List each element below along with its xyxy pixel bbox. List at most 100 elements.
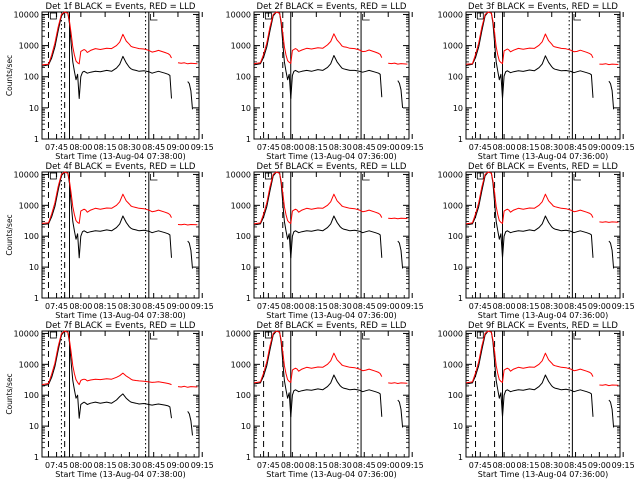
y-tick-label: 1 [246, 453, 251, 462]
series-line-events [187, 81, 193, 110]
y-tick-label: 1 [246, 294, 251, 303]
x-tick-label: 09:00 [166, 143, 189, 152]
series-line-events [187, 240, 193, 269]
x-tick-label: 08:15 [516, 143, 539, 152]
x-tick-label: 08:45 [564, 461, 587, 470]
x-tick-label: 07:45 [469, 461, 492, 470]
y-tick-label: 100 [448, 232, 463, 241]
panel-4: 1 10 100 1000 10000 07:45 08:00 08:15 08:30 08:45… [5, 162, 214, 320]
x-tick-label: 07:45 [45, 461, 68, 470]
x-tick-label: 08:30 [540, 302, 563, 311]
y-tick-label: 10 [453, 422, 463, 431]
x-tick-label: 07:45 [45, 143, 68, 152]
series-line-lld [253, 11, 383, 65]
series-line-events [397, 80, 404, 108]
series-line-lld [177, 385, 198, 388]
y-tick-label: 1 [34, 453, 39, 462]
x-tick-label: 08:15 [305, 143, 328, 152]
plot-frame [465, 330, 621, 458]
plot-frame [465, 11, 621, 140]
y-tick-label: 10000 [226, 329, 251, 338]
y-tick-label: 10 [453, 263, 463, 272]
x-tick-label: 09:00 [588, 143, 611, 152]
box-marker [150, 333, 158, 340]
series-line-lld [177, 62, 198, 65]
y-tick-label: 10000 [438, 170, 463, 179]
y-tick-label: 100 [24, 232, 39, 241]
box-marker [362, 174, 370, 181]
y-tick-label: 1000 [19, 201, 39, 210]
y-tick-label: 10000 [14, 329, 39, 338]
series-line-events [465, 330, 594, 418]
series-line-events [397, 399, 404, 428]
series-line-lld [41, 330, 172, 386]
panel-title: Det 5f BLACK = Events, RED = LLD [257, 162, 407, 172]
x-tick-label: 08:00 [281, 302, 304, 311]
y-tick-label: 10000 [226, 10, 251, 19]
x-tick-label: 09:00 [377, 302, 400, 311]
x-tick-label: 08:00 [493, 461, 516, 470]
box-marker [573, 333, 581, 340]
y-axis-label: Counts/sec [5, 55, 14, 96]
x-tick-label: 08:00 [493, 143, 516, 152]
series-line-lld [599, 221, 619, 223]
plot-frame [253, 171, 410, 299]
y-tick-label: 1000 [443, 360, 463, 369]
box-marker [150, 174, 158, 181]
y-tick-label: 1000 [443, 42, 463, 51]
y-tick-label: 10000 [226, 170, 251, 179]
y-tick-label: 10 [241, 104, 251, 113]
x-axis-label: Start Time (13-Aug-04 07:38:00) [55, 152, 186, 161]
x-tick-label: 08:45 [142, 302, 165, 311]
x-tick-label: 08:00 [493, 302, 516, 311]
box-marker [362, 333, 370, 340]
box-marker [264, 331, 272, 339]
x-tick-label: 09:15 [612, 302, 635, 311]
x-tick-label: 08:45 [564, 143, 587, 152]
x-tick-label: 08:00 [69, 461, 92, 470]
series-line-events [608, 240, 615, 269]
x-tick-label: 09:00 [588, 302, 611, 311]
box-marker [573, 14, 581, 21]
x-tick-label: 09:15 [401, 143, 424, 152]
x-axis-label: Start Time (13-Aug-04 07:36:00) [266, 311, 397, 320]
box-marker [150, 14, 158, 21]
y-tick-label: 100 [24, 73, 39, 82]
x-tick-label: 08:30 [329, 461, 352, 470]
series-line-lld [465, 11, 594, 65]
plot-frame [41, 330, 200, 458]
x-tick-label: 08:00 [281, 461, 304, 470]
y-tick-label: 1 [246, 135, 251, 144]
y-tick-label: 100 [24, 391, 39, 400]
box-marker [49, 12, 57, 20]
plot-frame [253, 11, 410, 140]
x-axis-label: Start Time (13-Aug-04 07:36:00) [266, 470, 397, 479]
y-tick-label: 1 [458, 453, 463, 462]
y-tick-label: 1000 [231, 201, 251, 210]
panel-7: 1 10 100 1000 10000 07:45 08:00 08:15 08:30 08:45… [5, 321, 214, 479]
x-tick-label: 08:45 [353, 461, 376, 470]
y-tick-label: 10000 [14, 170, 39, 179]
x-tick-label: 08:00 [69, 143, 92, 152]
series-line-lld [253, 330, 383, 384]
panel-title: Det 7f BLACK = Events, RED = LLD [46, 321, 196, 331]
x-tick-label: 09:00 [377, 461, 400, 470]
x-tick-label: 07:45 [45, 302, 68, 311]
panel-title: Det 9f BLACK = Events, RED = LLD [468, 321, 618, 331]
box-marker [264, 12, 272, 20]
series-line-events [608, 399, 615, 428]
series-line-events [253, 11, 383, 99]
y-tick-label: 100 [236, 73, 251, 82]
x-tick-label: 09:15 [401, 461, 424, 470]
x-tick-label: 08:30 [329, 143, 352, 152]
x-tick-label: 08:00 [281, 143, 304, 152]
x-axis-label: Start Time (13-Aug-04 07:36:00) [478, 470, 609, 479]
x-tick-label: 08:45 [142, 461, 165, 470]
x-axis-label: Start Time (13-Aug-04 07:38:00) [55, 470, 186, 479]
y-tick-label: 1000 [231, 42, 251, 51]
panel-2: 1 10 100 1000 10000 07:45 08:00 08:15 08:30 08:45… [226, 2, 424, 161]
y-tick-label: 10000 [14, 10, 39, 19]
x-tick-label: 08:15 [305, 461, 328, 470]
series-line-events [253, 171, 383, 259]
